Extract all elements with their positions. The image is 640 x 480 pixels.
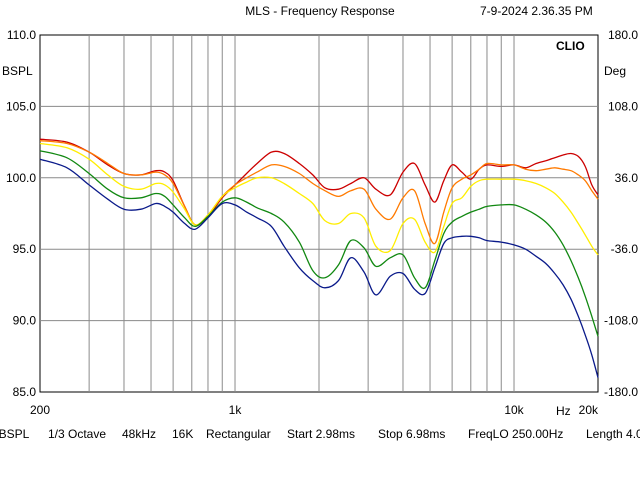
timestamp: 7-9-2024 2.36.35 PM [480,4,593,18]
y-tick-label: 105.0 [6,99,36,113]
footer-length: Length 4.00ms [586,427,640,441]
footer-freqlo: FreqLO 250.00Hz [468,427,564,441]
footer-start: Start 2.98ms [287,427,356,441]
series-line [39,138,599,226]
series-line [39,142,599,256]
footer-stop: Stop 6.98ms [378,427,446,441]
y-tick-label: 95.0 [13,242,37,256]
tick-labels: 110.0 105.0 100.0 95.0 90.0 85.0 180.0 108.0 36.… [6,28,638,417]
y2-tick-label: -108.0 [604,314,638,328]
footer-unit: dBSPL [0,427,30,441]
footer-size: 16K [172,427,194,441]
y-tick-label: 85.0 [13,385,37,399]
y-tick-label: 110.0 [7,28,36,42]
y-tick-label: 100.0 [6,171,36,185]
chart-title: MLS - Frequency Response [245,4,395,18]
clio-brand: CLIO [556,39,585,53]
series-line [39,140,599,245]
y2-tick-label: 36.0 [615,171,639,185]
x-tick-label: 10k [504,403,524,417]
right-axis-unit: Deg [604,64,627,78]
footer-smoothing: 1/3 Octave [48,427,107,441]
series-line [39,150,599,337]
footer-sample-rate: 48kHz [122,427,157,441]
footer-bar: dBSPL 1/3 Octave 48kHz 16K Rectangular S… [0,427,640,443]
footer-window: Rectangular [206,427,271,441]
x-tick-label: 1k [229,403,243,417]
y2-tick-label: 180.0 [608,28,638,42]
grid [40,35,598,392]
series-group [39,138,599,378]
left-axis-unit: BSPL [2,64,33,78]
x-tick-label: 200 [30,403,50,417]
y2-tick-label: -36.0 [611,242,639,256]
x-tick-label: 20k [579,403,599,417]
x-axis-unit: Hz [556,404,571,418]
y-tick-label: 90.0 [13,314,37,328]
y2-tick-label: -180.0 [604,385,638,399]
series-line [39,158,599,378]
y2-tick-label: 108.0 [608,99,638,113]
